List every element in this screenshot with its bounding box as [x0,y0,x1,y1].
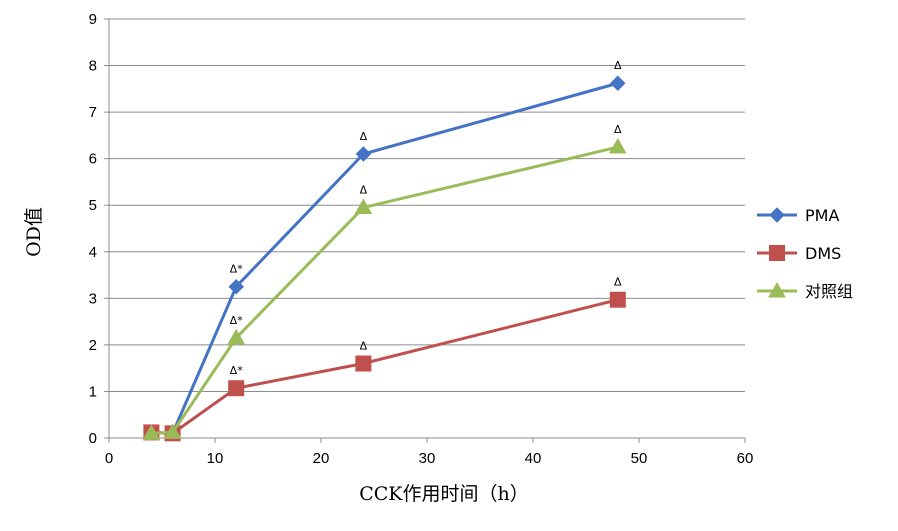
significance-annotation: Δ [360,340,368,353]
significance-annotation: Δ [614,59,622,72]
y-tick-label: 6 [89,151,97,168]
significance-annotation: Δ* [230,263,244,276]
legend-marker [768,281,786,298]
y-tick-label: 2 [89,337,97,354]
legend-marker [769,207,785,223]
data-point [142,424,161,440]
data-point [163,423,182,439]
x-tick-label: 30 [419,450,436,467]
series-对照组 [142,138,627,440]
series-line [151,81,619,435]
legend-label: DMS [805,244,841,263]
y-tick-label: 7 [89,104,97,121]
y-tick-label: 1 [89,383,97,400]
x-tick-label: 50 [631,450,648,467]
data-point [610,75,626,91]
series-line [151,145,619,435]
gridlines [109,18,745,392]
legend-item: 对照组 [757,281,853,301]
x-tick-label: 20 [313,450,330,467]
significance-annotation: Δ* [230,364,244,377]
significance-annotation: Δ [614,123,622,136]
y-tick-label: 8 [89,58,97,75]
data-point [354,198,373,215]
y-tick-label: 5 [89,197,97,214]
y-tick-label: 3 [89,290,97,307]
annotations: Δ* Δ Δ Δ* Δ Δ Δ* Δ Δ [230,59,622,377]
data-point [355,146,372,162]
legend-item: DMS [757,244,841,263]
significance-annotation: Δ [360,184,368,197]
x-tick-label: 60 [737,450,754,467]
series [142,75,627,442]
legend: PMA DMS 对照组 [757,206,853,301]
legend-marker [769,245,785,261]
y-tick-label: 0 [89,430,97,447]
data-point [355,355,372,372]
y-axis-title: OD值 [23,207,45,257]
series-PMA [143,75,626,442]
tick-labels: 0 1 2 3 4 5 6 7 8 9 0 10 20 30 40 50 60 [89,11,754,467]
y-tick-label: 4 [89,244,97,261]
legend-label: 对照组 [805,282,853,301]
significance-annotation: Δ [360,130,368,143]
data-point [228,278,244,295]
axes [104,18,746,443]
legend-label: PMA [805,206,839,225]
data-point [609,291,626,308]
x-tick-label: 10 [207,450,224,467]
data-point [608,138,627,154]
significance-annotation: Δ [614,276,622,289]
x-tick-label: 40 [525,450,542,467]
data-point [228,380,245,397]
significance-annotation: Δ* [230,314,244,327]
y-tick-label: 9 [89,11,97,28]
legend-item: PMA [757,206,839,225]
data-point [227,328,246,345]
x-axis-title: CCK作用时间（h） [359,483,529,505]
x-tick-label: 0 [105,450,113,467]
